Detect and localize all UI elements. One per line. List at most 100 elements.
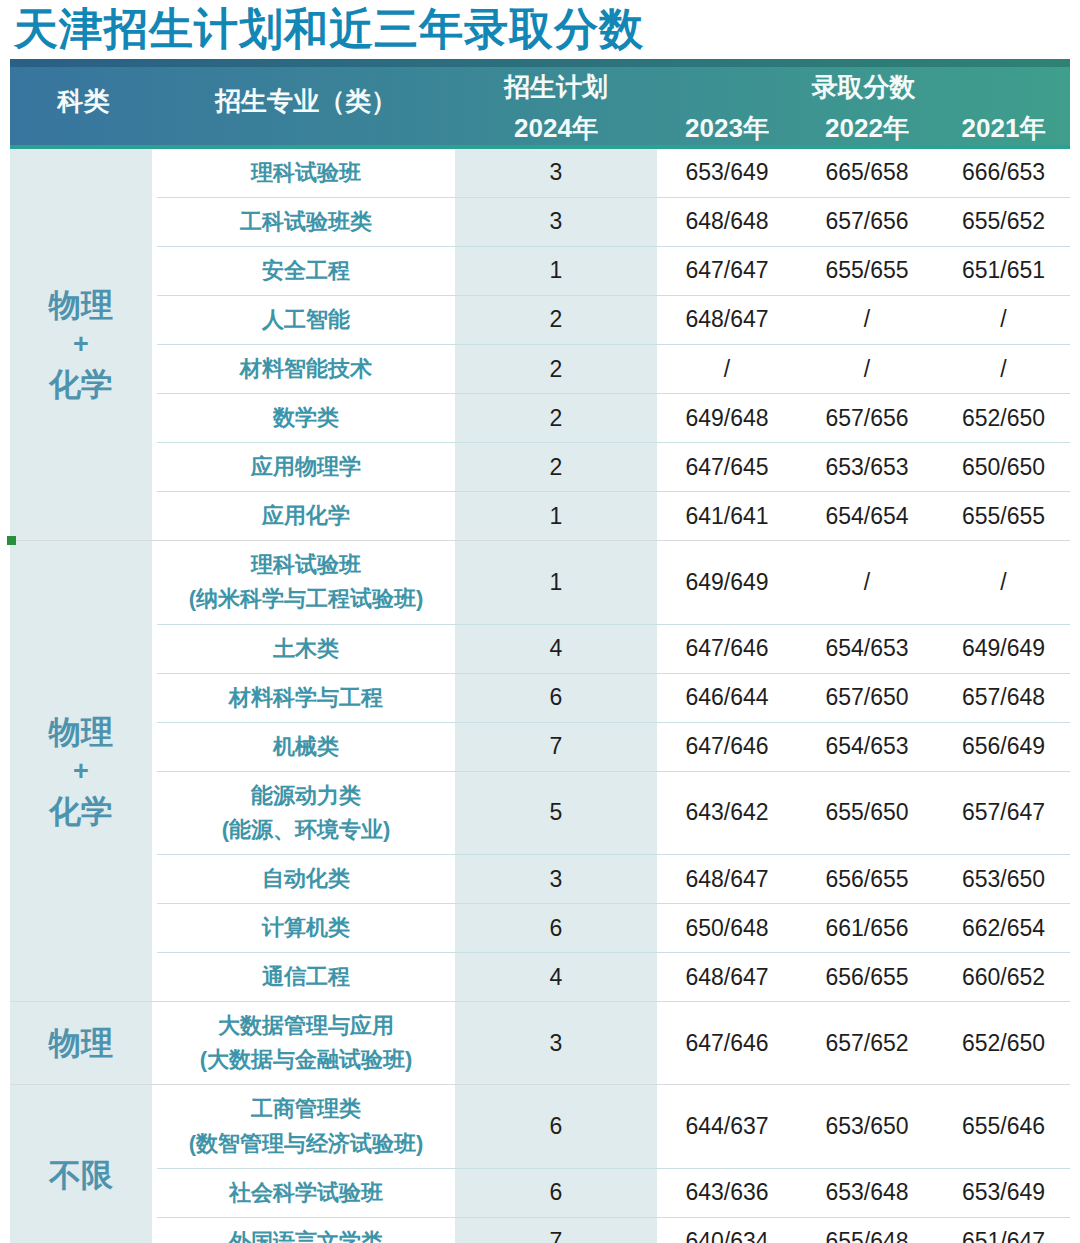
category-group: 物理+化学理科试验班3653/649665/658666/653工科试验班类36… xyxy=(10,149,1070,541)
score-cell-2022: 654/653 xyxy=(797,625,937,673)
score-cell-2023: 641/641 xyxy=(657,492,797,540)
table-row: 外国语言文学类7640/634655/648651/647 xyxy=(157,1217,1070,1243)
table-row: 安全工程1647/647655/655651/651 xyxy=(157,246,1070,295)
plan-2024-cell: 2 xyxy=(455,443,657,491)
plan-2024-cell: 3 xyxy=(455,149,657,197)
score-cell-2021: / xyxy=(937,345,1070,393)
major-label: 工商管理类 xyxy=(251,1092,361,1126)
major-cell: 土木类 xyxy=(157,625,455,673)
score-cell-2021: 655/646 xyxy=(937,1085,1070,1167)
header-major: 招生专业（类） xyxy=(157,59,455,145)
table-row: 土木类4647/646654/653649/649 xyxy=(157,624,1070,673)
score-cell-2023: / xyxy=(657,345,797,393)
score-cell-2022: 656/655 xyxy=(797,855,937,903)
score-cell-2021: / xyxy=(937,296,1070,344)
score-cell-2022: 656/655 xyxy=(797,953,937,1001)
major-cell: 安全工程 xyxy=(157,247,455,295)
score-cell-2023: 647/646 xyxy=(657,723,797,771)
category-label: 化学 xyxy=(49,361,113,407)
plan-2024-cell: 1 xyxy=(455,247,657,295)
major-label: 人工智能 xyxy=(262,303,350,337)
plan-2024-cell: 6 xyxy=(455,1085,657,1167)
category-label: 物理 xyxy=(49,1020,113,1066)
major-cell: 大数据管理与应用(大数据与金融试验班) xyxy=(157,1002,455,1084)
category-group: 物理大数据管理与应用(大数据与金融试验班)3647/646657/652652/… xyxy=(10,1001,1070,1084)
major-label: 社会科学试验班 xyxy=(229,1176,383,1210)
category-label: + xyxy=(73,328,89,360)
major-cell: 计算机类 xyxy=(157,904,455,952)
major-label: 理科试验班 xyxy=(251,548,361,582)
score-cell-2022: 653/650 xyxy=(797,1085,937,1167)
major-label: 大数据管理与应用 xyxy=(218,1009,394,1043)
header-year-2021: 2021年 xyxy=(937,107,1070,145)
table-row: 人工智能2648/647// xyxy=(157,295,1070,344)
plan-2024-cell: 6 xyxy=(455,1169,657,1217)
score-cell-2021: 655/652 xyxy=(937,198,1070,246)
plan-2024-cell: 6 xyxy=(455,904,657,952)
score-cell-2023: 647/646 xyxy=(657,625,797,673)
score-cell-2022: 654/653 xyxy=(797,723,937,771)
plan-2024-cell: 3 xyxy=(455,855,657,903)
table-row: 通信工程 4648/647656/655660/652 xyxy=(157,952,1070,1001)
score-cell-2023: 649/648 xyxy=(657,394,797,442)
major-cell: 外国语言文学类 xyxy=(157,1218,455,1243)
major-label: 应用物理学 xyxy=(251,450,361,484)
major-cell: 人工智能 xyxy=(157,296,455,344)
major-cell: 自动化类 xyxy=(157,855,455,903)
plan-2024-cell: 4 xyxy=(455,953,657,1001)
score-cell-2022: 653/653 xyxy=(797,443,937,491)
major-cell: 材料科学与工程 xyxy=(157,674,455,722)
score-cell-2023: 648/647 xyxy=(657,953,797,1001)
major-label: 理科试验班 xyxy=(251,156,361,190)
score-cell-2023: 649/649 xyxy=(657,541,797,623)
score-cell-2023: 640/634 xyxy=(657,1218,797,1243)
score-cell-2021: 652/650 xyxy=(937,1002,1070,1084)
plan-2024-cell: 2 xyxy=(455,296,657,344)
score-cell-2023: 648/647 xyxy=(657,296,797,344)
plan-2024-cell: 3 xyxy=(455,198,657,246)
table-row: 能源动力类(能源、环境专业)5643/642655/650657/647 xyxy=(157,771,1070,854)
score-cell-2022: 653/648 xyxy=(797,1169,937,1217)
score-cell-2022: 665/658 xyxy=(797,149,937,197)
major-cell: 材料智能技术 xyxy=(157,345,455,393)
major-label: 外国语言文学类 xyxy=(229,1225,383,1243)
score-cell-2022: / xyxy=(797,296,937,344)
major-label: 安全工程 xyxy=(262,254,350,288)
major-label: 数学类 xyxy=(273,401,339,435)
table-row: 计算机类6650/648661/656662/654 xyxy=(157,903,1070,952)
category-label: + xyxy=(73,755,89,787)
category-label: 物理 xyxy=(49,709,113,755)
score-cell-2022: 654/654 xyxy=(797,492,937,540)
table-row: 社会科学试验班6643/636653/648653/649 xyxy=(157,1168,1070,1217)
major-cell: 工科试验班类 xyxy=(157,198,455,246)
score-cell-2021: 657/648 xyxy=(937,674,1070,722)
table-row: 数学类2649/648657/656652/650 xyxy=(157,393,1070,442)
score-cell-2021: 651/647 xyxy=(937,1218,1070,1243)
score-cell-2021: / xyxy=(937,541,1070,623)
category-label: 化学 xyxy=(49,788,113,834)
score-cell-2021: 660/652 xyxy=(937,953,1070,1001)
table-header: 科类 招生专业（类） 招生计划 2024年 录取分数 2023年 2022年 2… xyxy=(10,59,1070,149)
score-cell-2022: 657/656 xyxy=(797,198,937,246)
header-plan-label: 招生计划 xyxy=(455,59,657,107)
score-cell-2023: 648/648 xyxy=(657,198,797,246)
major-label: 工科试验班类 xyxy=(240,205,372,239)
major-label: 通信工程 xyxy=(262,960,350,994)
header-plan-year-2024: 2024年 xyxy=(455,107,657,145)
score-cell-2021: 650/650 xyxy=(937,443,1070,491)
group-rows: 工商管理类(数智管理与经济试验班)6644/637653/650655/646社… xyxy=(157,1085,1070,1243)
plan-2024-cell: 6 xyxy=(455,674,657,722)
score-cell-2023: 647/645 xyxy=(657,443,797,491)
major-cell: 应用化学 xyxy=(157,492,455,540)
table-row: 机械类7647/646654/653656/649 xyxy=(157,722,1070,771)
score-cell-2021: 657/647 xyxy=(937,772,1070,854)
score-cell-2023: 643/642 xyxy=(657,772,797,854)
score-cell-2021: 662/654 xyxy=(937,904,1070,952)
score-cell-2021: 649/649 xyxy=(937,625,1070,673)
score-cell-2023: 644/637 xyxy=(657,1085,797,1167)
score-cell-2022: 655/648 xyxy=(797,1218,937,1243)
table-row: 理科试验班3653/649665/658666/653 xyxy=(157,149,1070,197)
major-label: 土木类 xyxy=(273,632,339,666)
score-cell-2021: 652/650 xyxy=(937,394,1070,442)
plan-2024-cell: 2 xyxy=(455,345,657,393)
